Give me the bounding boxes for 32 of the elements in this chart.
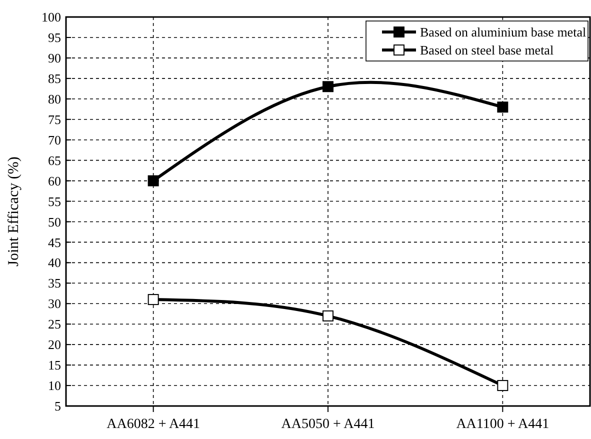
x-tick-label: AA6082 + A441 (106, 417, 200, 432)
legend-label: Based on aluminium base metal (420, 24, 586, 40)
point (322, 81, 334, 92)
y-tick-label: 40 (48, 255, 61, 270)
x-tick-label: AA1100 + A441 (456, 417, 550, 432)
y-tick-label: 80 (48, 91, 61, 106)
y-tick-label: 55 (48, 194, 61, 209)
legend-label: Based on steel base metal (420, 42, 554, 58)
point (497, 102, 508, 113)
y-tick-label: 75 (48, 112, 61, 127)
y-tick-label: 45 (48, 234, 61, 250)
y-tick-label: 10 (48, 378, 61, 394)
x-tick-label: AA5050 + A441 (281, 417, 375, 432)
y-tick-label: 20 (48, 337, 61, 352)
y-tick-label: 50 (48, 214, 61, 230)
y-tick-label: 70 (48, 132, 61, 148)
y-tick-label: 30 (48, 296, 61, 312)
y-tick-label: 15 (48, 358, 61, 373)
point (497, 380, 508, 392)
y-tick-label: 85 (48, 70, 61, 86)
y-tick-label: 25 (48, 316, 61, 332)
y-tick-label: 100 (42, 10, 61, 25)
y-tick-label: 35 (48, 276, 61, 291)
point (148, 175, 159, 186)
y-tick-label: 65 (48, 152, 61, 168)
y-axis-title: Joint Efficacy (%) (6, 156, 22, 266)
y-tick-label: 5 (54, 398, 61, 414)
y-tick-label: 60 (48, 173, 61, 188)
y-tick-label: 90 (48, 50, 61, 66)
y-tick-label: 95 (48, 30, 61, 46)
point (322, 310, 334, 322)
point (148, 294, 159, 306)
